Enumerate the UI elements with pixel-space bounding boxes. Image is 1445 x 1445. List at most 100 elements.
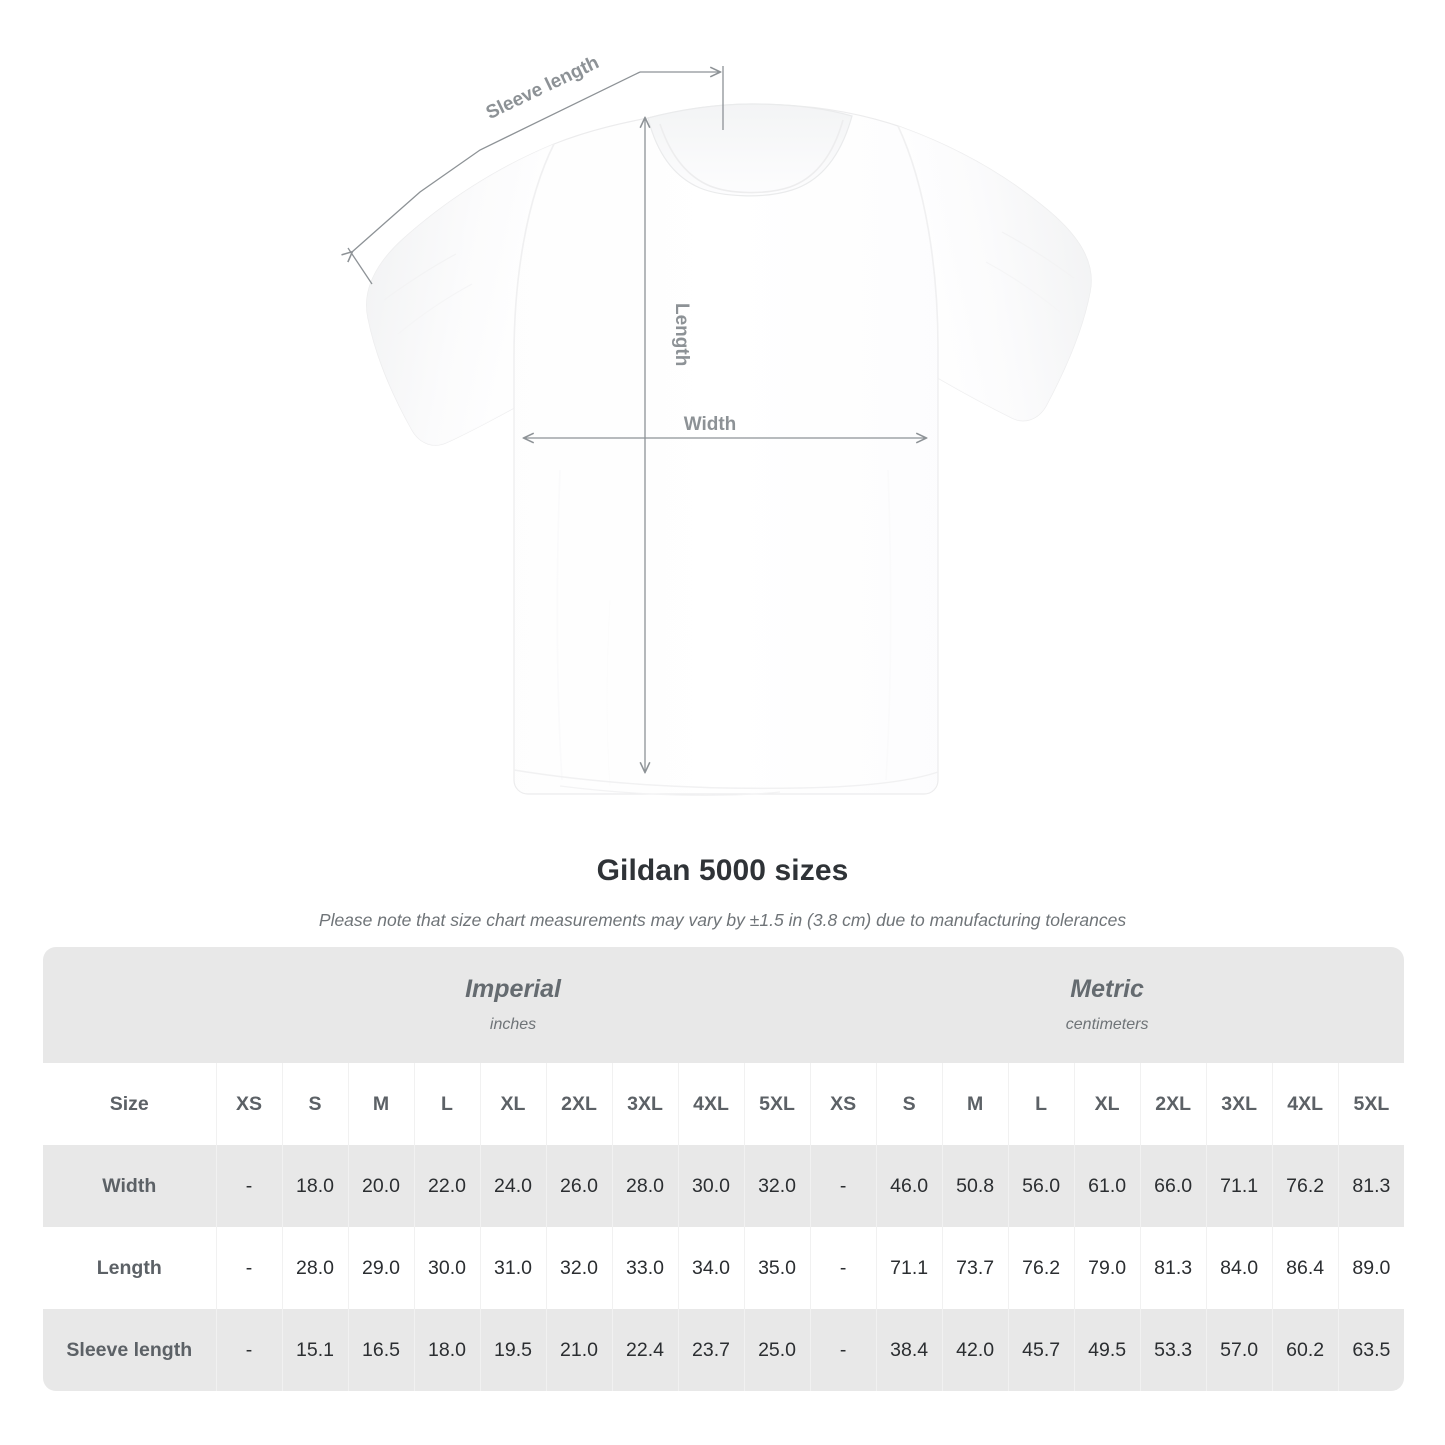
cell-width-metric-xs: - bbox=[809, 1145, 877, 1227]
cell-width-imperial-3xl: 28.0 bbox=[611, 1145, 678, 1227]
cell-sleeve-length-imperial-s: 15.1 bbox=[281, 1309, 348, 1391]
tshirt-illustration: Sleeve length Length Width bbox=[0, 52, 1092, 796]
units-header-imperial: Imperial inches bbox=[216, 947, 811, 1063]
cell-length-imperial-m: 29.0 bbox=[347, 1227, 414, 1309]
size-header-imperial-3xl: 3XL bbox=[611, 1063, 678, 1145]
size-header-metric-4xl: 4XL bbox=[1271, 1063, 1339, 1145]
cell-length-metric-3xl: 84.0 bbox=[1205, 1227, 1273, 1309]
cell-length-imperial-s: 28.0 bbox=[281, 1227, 348, 1309]
cell-width-metric-m: 50.8 bbox=[941, 1145, 1009, 1227]
units-sub-metric: centimeters bbox=[1065, 1015, 1149, 1033]
cell-sleeve-length-metric-s: 38.4 bbox=[875, 1309, 943, 1391]
cell-sleeve-length-imperial-xl: 19.5 bbox=[479, 1309, 546, 1391]
units-banner-row: Imperial inches Metric centimeters bbox=[43, 947, 1405, 1063]
cell-length-imperial-3xl: 33.0 bbox=[611, 1227, 678, 1309]
width-measure: Width bbox=[524, 414, 926, 438]
table-row: Width -18.0 20.0 22.0 24.0 26.0 28.0 30.0 32.0-4… bbox=[43, 1145, 1405, 1227]
size-header-row: Size XS S M L XL 2XL 3XL 4XL 5XL XS S M L XL 2XL 3XL 4XL 5… bbox=[43, 1063, 1405, 1145]
chart-title-block: Gildan 5000 sizes Please note that size … bbox=[0, 842, 1445, 931]
cell-width-imperial-5xl: 32.0 bbox=[743, 1145, 811, 1227]
size-header-metric-2xl: 2XL bbox=[1139, 1063, 1207, 1145]
size-header-imperial-xl: XL bbox=[479, 1063, 546, 1145]
table-row: Length -28.0 29.0 30.0 31.0 32.0 33.0 34.0 35.0-… bbox=[43, 1227, 1405, 1309]
length-measure: Length bbox=[645, 118, 692, 772]
size-header-imperial-m: M bbox=[347, 1063, 414, 1145]
cell-length-metric-m: 73.7 bbox=[941, 1227, 1009, 1309]
size-header-metric-3xl: 3XL bbox=[1205, 1063, 1273, 1145]
cell-length-metric-4xl: 86.4 bbox=[1271, 1227, 1339, 1309]
cell-length-imperial-4xl: 34.0 bbox=[677, 1227, 744, 1309]
cell-width-metric-l: 56.0 bbox=[1007, 1145, 1075, 1227]
cell-sleeve-length-metric-2xl: 53.3 bbox=[1139, 1309, 1207, 1391]
size-header-imperial-4xl: 4XL bbox=[677, 1063, 744, 1145]
cell-length-imperial-xs: - bbox=[215, 1227, 282, 1309]
cell-sleeve-length-metric-xs: - bbox=[809, 1309, 877, 1391]
units-header-metric: Metric centimeters bbox=[810, 947, 1405, 1063]
cell-sleeve-length-imperial-4xl: 23.7 bbox=[677, 1309, 744, 1391]
row-label-sleeve-length: Sleeve length bbox=[43, 1309, 216, 1391]
cell-width-imperial-l: 22.0 bbox=[413, 1145, 480, 1227]
cell-width-metric-3xl: 71.1 bbox=[1205, 1145, 1273, 1227]
cell-width-metric-5xl: 81.3 bbox=[1337, 1145, 1405, 1227]
cell-sleeve-length-metric-m: 42.0 bbox=[941, 1309, 1009, 1391]
cell-length-imperial-2xl: 32.0 bbox=[545, 1227, 612, 1309]
cell-width-imperial-m: 20.0 bbox=[347, 1145, 414, 1227]
row-label-length: Length bbox=[43, 1227, 216, 1309]
cell-length-metric-s: 71.1 bbox=[875, 1227, 943, 1309]
cell-sleeve-length-imperial-m: 16.5 bbox=[347, 1309, 414, 1391]
cell-length-metric-xl: 79.0 bbox=[1073, 1227, 1141, 1309]
cell-sleeve-length-metric-5xl: 63.5 bbox=[1337, 1309, 1405, 1391]
cell-width-metric-4xl: 76.2 bbox=[1271, 1145, 1339, 1227]
size-header-metric-xl: XL bbox=[1073, 1063, 1141, 1145]
size-chart-table: Imperial inches Metric centimeters Size XS S M L… bbox=[43, 947, 1405, 1391]
cell-length-imperial-5xl: 35.0 bbox=[743, 1227, 811, 1309]
cell-sleeve-length-metric-4xl: 60.2 bbox=[1271, 1309, 1339, 1391]
cell-sleeve-length-metric-3xl: 57.0 bbox=[1205, 1309, 1273, 1391]
cell-sleeve-length-imperial-l: 18.0 bbox=[413, 1309, 480, 1391]
size-header-metric-m: M bbox=[941, 1063, 1009, 1145]
tshirt-diagram: Sleeve length Length Width bbox=[0, 52, 1092, 796]
size-header-metric-s: S bbox=[875, 1063, 943, 1145]
size-header-metric-xs: XS bbox=[809, 1063, 877, 1145]
size-chart-table-wrap: Imperial inches Metric centimeters Size XS S M L… bbox=[43, 947, 1405, 1391]
size-header-metric-5xl: 5XL bbox=[1337, 1063, 1405, 1145]
cell-sleeve-length-imperial-5xl: 25.0 bbox=[743, 1309, 811, 1391]
cell-length-metric-5xl: 89.0 bbox=[1337, 1227, 1405, 1309]
size-header-imperial-2xl: 2XL bbox=[545, 1063, 612, 1145]
size-header-imperial-xs: XS bbox=[215, 1063, 282, 1145]
page-title: Gildan 5000 sizes bbox=[596, 854, 849, 887]
size-header-imperial-l: L bbox=[413, 1063, 480, 1145]
units-name-metric: Metric bbox=[1070, 975, 1144, 1004]
row-label-width: Width bbox=[43, 1145, 216, 1227]
cell-length-imperial-xl: 31.0 bbox=[479, 1227, 546, 1309]
size-column-header: Size bbox=[43, 1063, 216, 1145]
cell-width-imperial-xl: 24.0 bbox=[479, 1145, 546, 1227]
cell-sleeve-length-imperial-3xl: 22.4 bbox=[611, 1309, 678, 1391]
cell-width-imperial-2xl: 26.0 bbox=[545, 1145, 612, 1227]
width-label: Width bbox=[684, 414, 737, 435]
cell-length-imperial-l: 30.0 bbox=[413, 1227, 480, 1309]
length-label: Length bbox=[671, 303, 692, 366]
cell-length-metric-l: 76.2 bbox=[1007, 1227, 1075, 1309]
cell-width-metric-xl: 61.0 bbox=[1073, 1145, 1141, 1227]
cell-length-metric-xs: - bbox=[809, 1227, 877, 1309]
table-row: Sleeve length -15.1 16.5 18.0 19.5 21.0 22.4 23… bbox=[43, 1309, 1405, 1391]
cell-width-imperial-4xl: 30.0 bbox=[677, 1145, 744, 1227]
size-header-imperial-s: S bbox=[281, 1063, 348, 1145]
cell-width-imperial-s: 18.0 bbox=[281, 1145, 348, 1227]
tshirt-garment-shape bbox=[366, 103, 1092, 796]
cell-sleeve-length-metric-xl: 49.5 bbox=[1073, 1309, 1141, 1391]
sleeve-length-label: Sleeve length bbox=[483, 52, 603, 124]
cell-sleeve-length-imperial-xs: - bbox=[215, 1309, 282, 1391]
cell-sleeve-length-imperial-2xl: 21.0 bbox=[545, 1309, 612, 1391]
tolerance-note: Please note that size chart measurements… bbox=[318, 910, 1127, 930]
cell-width-metric-2xl: 66.0 bbox=[1139, 1145, 1207, 1227]
cell-length-metric-2xl: 81.3 bbox=[1139, 1227, 1207, 1309]
size-header-imperial-5xl: 5XL bbox=[743, 1063, 811, 1145]
units-sub-imperial: inches bbox=[489, 1015, 537, 1033]
units-banner-spacer bbox=[43, 947, 216, 1063]
size-header-metric-l: L bbox=[1007, 1063, 1075, 1145]
cell-sleeve-length-metric-l: 45.7 bbox=[1007, 1309, 1075, 1391]
cell-width-metric-s: 46.0 bbox=[875, 1145, 943, 1227]
cell-width-imperial-xs: - bbox=[215, 1145, 282, 1227]
